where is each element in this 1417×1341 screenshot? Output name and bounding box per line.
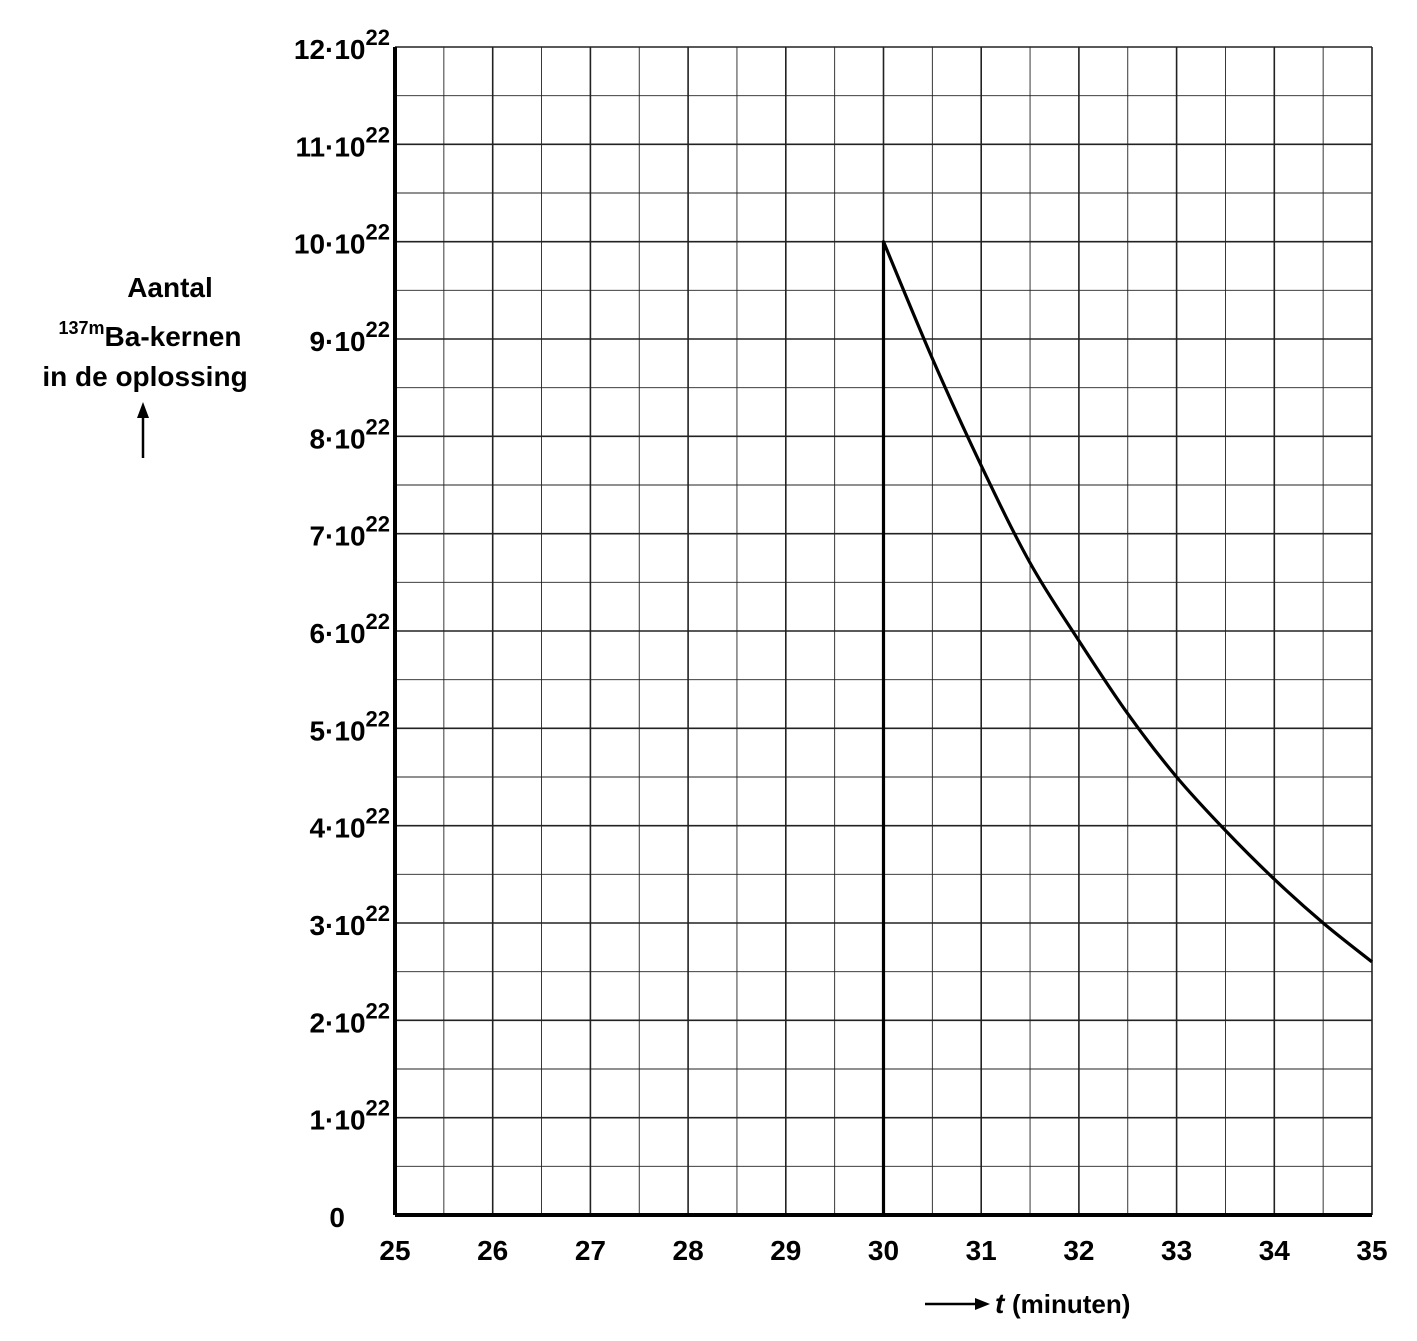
y-tick-label: 12·1022: [294, 25, 390, 65]
y-tick-label: 2·1022: [309, 998, 390, 1038]
x-axis-label: t (minuten): [925, 1288, 1130, 1319]
x-tick-label: 25: [379, 1235, 410, 1266]
y-tick-label: 9·1022: [309, 317, 390, 357]
x-tick-label: 27: [575, 1235, 606, 1266]
y-axis-label-line2: 137mBa-kernen: [20, 308, 270, 357]
y-tick-label: 4·1022: [309, 804, 390, 844]
x-tick-label: 35: [1356, 1235, 1387, 1266]
x-tick-label: 29: [770, 1235, 801, 1266]
y-tick-label: 0: [329, 1202, 345, 1233]
x-axis-variable: t: [995, 1288, 1006, 1319]
y-tick-label: 6·1022: [309, 609, 390, 649]
y-axis-label: Aantal 137mBa-kernen in de oplossing: [20, 268, 270, 397]
series-line: [881, 240, 1373, 1215]
x-tick-label: 31: [966, 1235, 997, 1266]
tick-labels: 25 26 27 28 29 30 31 32 33 34 35 0 1·1022 2·1022 3·102…: [294, 25, 1388, 1266]
y-axis-label-line1: Aantal: [127, 272, 213, 303]
y-axis-label-line3: in de oplossing: [42, 361, 248, 392]
y-axis-arrow-icon: [137, 402, 149, 458]
y-axis-label-superscript: 137m: [58, 318, 105, 338]
y-tick-label: 5·1022: [309, 706, 390, 746]
x-tick-label: 26: [477, 1235, 508, 1266]
y-tick-label: 1·1022: [309, 1096, 390, 1136]
y-tick-label: 10·1022: [294, 220, 390, 260]
y-tick-label: 3·1022: [309, 901, 390, 941]
y-tick-label: 7·1022: [309, 512, 390, 552]
x-axis-arrowhead-icon: [975, 1298, 990, 1310]
x-tick-label: 32: [1063, 1235, 1094, 1266]
x-tick-label: 34: [1259, 1235, 1291, 1266]
x-tick-label: 30: [868, 1235, 899, 1266]
y-tick-label: 8·1022: [309, 414, 390, 454]
x-tick-label: 28: [673, 1235, 704, 1266]
x-tick-label: 33: [1161, 1235, 1192, 1266]
y-axis-label-nucleus: Ba-kernen: [104, 321, 242, 352]
series: [881, 240, 1373, 1215]
x-axis-unit: (minuten): [1012, 1289, 1130, 1319]
y-tick-label: 11·1022: [295, 122, 390, 162]
